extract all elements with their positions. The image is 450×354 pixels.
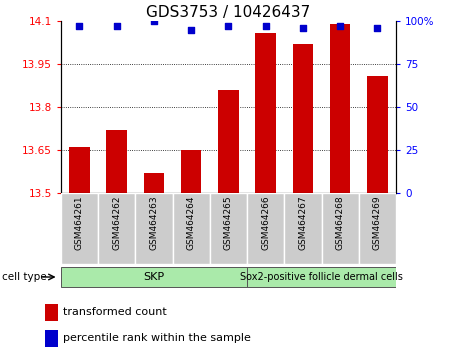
Bar <box>98 193 135 264</box>
Text: GSM464268: GSM464268 <box>336 195 345 250</box>
Text: GSM464269: GSM464269 <box>373 195 382 250</box>
Text: GSM464266: GSM464266 <box>261 195 270 250</box>
Bar <box>45 330 58 347</box>
Bar <box>61 267 247 287</box>
Bar <box>135 193 172 264</box>
Title: GDS3753 / 10426437: GDS3753 / 10426437 <box>146 5 310 20</box>
Point <box>374 25 381 31</box>
Text: transformed count: transformed count <box>63 308 167 318</box>
Point <box>225 24 232 29</box>
Bar <box>359 193 396 264</box>
Bar <box>247 267 396 287</box>
Bar <box>247 193 284 264</box>
Bar <box>69 147 90 193</box>
Bar <box>210 193 247 264</box>
Text: GSM464267: GSM464267 <box>298 195 307 250</box>
Bar <box>218 90 239 193</box>
Bar <box>284 193 321 264</box>
Text: cell type: cell type <box>2 272 47 282</box>
Text: GSM464263: GSM464263 <box>149 195 158 250</box>
Point <box>188 27 195 33</box>
Text: SKP: SKP <box>143 272 164 282</box>
Text: percentile rank within the sample: percentile rank within the sample <box>63 333 251 343</box>
Bar <box>45 304 58 321</box>
Point <box>150 18 158 24</box>
Bar <box>292 44 313 193</box>
Text: GSM464265: GSM464265 <box>224 195 233 250</box>
Bar <box>106 130 127 193</box>
Text: GSM464262: GSM464262 <box>112 195 121 250</box>
Bar <box>144 173 164 193</box>
Text: Sox2-positive follicle dermal cells: Sox2-positive follicle dermal cells <box>240 272 403 282</box>
Bar <box>321 193 359 264</box>
Bar <box>181 150 201 193</box>
Point <box>299 25 306 31</box>
Text: GSM464264: GSM464264 <box>187 195 196 250</box>
Point <box>113 24 120 29</box>
Bar <box>367 76 387 193</box>
Point <box>262 24 269 29</box>
Bar <box>256 33 276 193</box>
Bar <box>330 24 351 193</box>
Point <box>76 24 83 29</box>
Point <box>337 24 344 29</box>
Bar <box>172 193 210 264</box>
Text: GSM464261: GSM464261 <box>75 195 84 250</box>
Bar <box>61 193 98 264</box>
